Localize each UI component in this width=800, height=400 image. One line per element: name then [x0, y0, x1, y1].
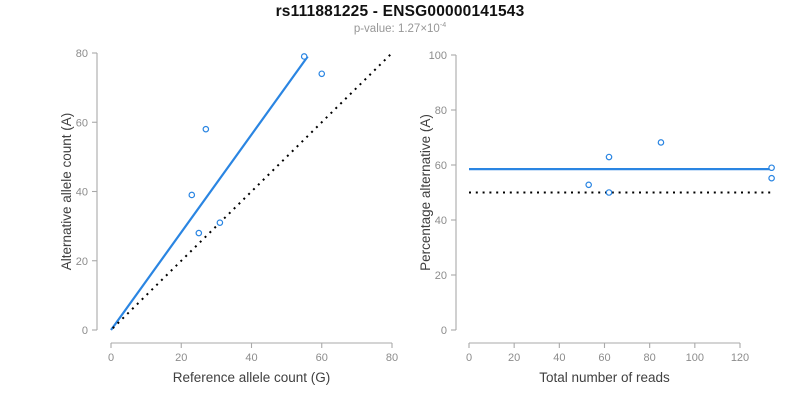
- y-axis-title: Alternative allele count (A): [59, 113, 74, 271]
- x-axis-title: Reference allele count (G): [173, 370, 331, 385]
- plot-header: rs111881225 - ENSG00000141543 p-value: 1…: [0, 3, 800, 35]
- y-tick-label: 0: [82, 325, 88, 337]
- x-tick-label: 0: [466, 352, 472, 364]
- data-point: [605, 189, 613, 196]
- data-point: [300, 53, 308, 60]
- data-point: [195, 229, 203, 237]
- plot-title: rs111881225 - ENSG00000141543: [275, 3, 525, 20]
- y-tick-label: 0: [441, 325, 447, 337]
- y-tick-label: 100: [429, 50, 447, 62]
- y-tick-label: 80: [76, 48, 88, 60]
- y-tick-label: 40: [76, 187, 88, 199]
- data-point: [768, 174, 775, 182]
- plot-subtitle: p-value: 1.27×10-4: [0, 21, 800, 35]
- y-tick-label: 40: [435, 215, 447, 227]
- x-tick-label: 120: [731, 352, 749, 364]
- x-tick-label: 60: [316, 352, 328, 364]
- y-tick-label: 20: [76, 256, 88, 268]
- allele-counts-plot: 0 20 40 60 80 0 20 40 60 80 Reference allele count…: [59, 48, 398, 385]
- y-axis-title: Percentage alternative (A): [418, 114, 433, 271]
- fit-line: [110, 55, 309, 331]
- x-axis-title: Total number of reads: [539, 370, 670, 385]
- pvalue-exponent: -4: [439, 21, 447, 30]
- percentage-plot: 0 20 40 60 80 100 0 20 40 60 80 100 120 Total number …: [418, 50, 775, 385]
- x-tick-label: 40: [553, 352, 565, 364]
- y-tick-label: 60: [76, 117, 88, 129]
- y-tick-label: 20: [435, 270, 447, 282]
- x-tick-label: 80: [644, 352, 656, 364]
- y-tick-label: 80: [435, 105, 447, 117]
- data-point: [202, 125, 210, 133]
- identity-line: [112, 54, 391, 329]
- x-tick-label: 0: [108, 352, 114, 364]
- x-tick-label: 100: [686, 352, 704, 364]
- data-point: [585, 181, 592, 189]
- x-tick-label: 60: [598, 352, 610, 364]
- y-tick-label: 60: [435, 160, 447, 172]
- x-tick-label: 80: [386, 352, 398, 364]
- data-point: [605, 153, 613, 161]
- data-point: [188, 191, 196, 199]
- data-point: [216, 219, 224, 226]
- data-point: [657, 139, 665, 146]
- data-point: [318, 70, 326, 78]
- data-point: [768, 164, 775, 172]
- pvalue-label: p-value:: [353, 23, 398, 35]
- x-tick-label: 20: [508, 352, 520, 364]
- x-tick-label: 20: [175, 352, 187, 364]
- pvalue-base: 1.27×10: [397, 23, 440, 35]
- x-tick-label: 40: [245, 352, 257, 364]
